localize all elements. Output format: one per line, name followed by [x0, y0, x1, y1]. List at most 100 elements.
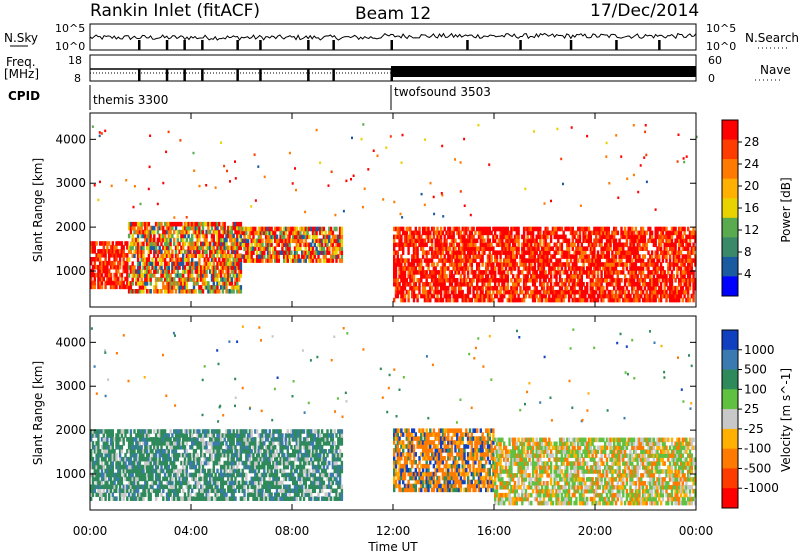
- heat-cell: [687, 266, 690, 271]
- heat-cell: [676, 230, 679, 236]
- heat-cell: [299, 238, 302, 244]
- heat-cell: [560, 293, 564, 299]
- heat-cell: [416, 254, 419, 259]
- heat-cell: [636, 278, 639, 283]
- heat-cell: [398, 262, 401, 267]
- heat-cell: [492, 270, 495, 275]
- heat-cell: [257, 230, 261, 236]
- heat-cell: [335, 258, 338, 263]
- heat-cell: [227, 225, 230, 231]
- heat-cell: [647, 226, 650, 232]
- heat-cell: [176, 480, 179, 486]
- heat-cell: [136, 229, 140, 235]
- heat-cell: [136, 460, 140, 466]
- heat-cell: [144, 472, 147, 478]
- heat-cell: [665, 250, 668, 255]
- heat-cell: [209, 285, 212, 290]
- heat-cell: [145, 229, 149, 235]
- heat-cell: [205, 456, 208, 462]
- heat-cell: [638, 234, 641, 240]
- heat-cell: [542, 250, 546, 255]
- heat-cell: [160, 492, 163, 497]
- heat-cell: [95, 476, 98, 482]
- heat-cell: [317, 258, 320, 263]
- heat-cell: [214, 269, 217, 274]
- heat-cell: [555, 262, 558, 267]
- heat-cell: [409, 282, 412, 287]
- heat-cell: [562, 297, 565, 303]
- heat-cell: [567, 250, 571, 255]
- heat-cell: [540, 234, 544, 240]
- heat-cell: [586, 238, 589, 244]
- heat-cell: [623, 293, 627, 299]
- heat-cell: [600, 230, 603, 236]
- heat-cell: [117, 241, 120, 246]
- heat-cell: [221, 229, 225, 235]
- heat-cell: [93, 257, 96, 262]
- heat-cell: [135, 441, 138, 446]
- heat-cell: [443, 242, 446, 248]
- heat-cell: [194, 468, 197, 474]
- heat-cell: [288, 238, 291, 244]
- heat-cell: [683, 230, 686, 236]
- heat-cell: [234, 273, 237, 278]
- heat-cell: [414, 270, 417, 275]
- heat-cell: [569, 293, 573, 299]
- heat-cell: [394, 250, 398, 255]
- heat-cell: [472, 226, 475, 232]
- heat-cell: [503, 278, 506, 283]
- heat-cell: [665, 278, 668, 283]
- heat-cell: [631, 297, 634, 303]
- heat-cell: [661, 226, 665, 232]
- heat-cell: [495, 254, 499, 259]
- heat-cell: [587, 274, 591, 279]
- heat-cell: [465, 258, 468, 263]
- heat-sparse-cell: [125, 179, 128, 182]
- heat-cell: [396, 282, 399, 287]
- heat-cell: [403, 238, 407, 244]
- heat-cell: [129, 488, 133, 494]
- heat-cell: [192, 225, 196, 231]
- heat-cell: [169, 289, 172, 294]
- heat-cell: [560, 250, 564, 255]
- heat-cell: [409, 278, 412, 283]
- heat-cell: [544, 278, 547, 283]
- heat-cell: [212, 245, 215, 251]
- heat-cell: [620, 285, 623, 291]
- heat-cell: [201, 273, 205, 278]
- heat-cell: [600, 278, 603, 283]
- heat-cell: [178, 273, 181, 278]
- heat-cell: [115, 452, 118, 458]
- heat-cell: [459, 246, 463, 251]
- heat-cell: [162, 437, 165, 442]
- heat-cell: [577, 250, 580, 255]
- heat-cell: [531, 293, 535, 299]
- heat-cell: [544, 254, 547, 259]
- heat-cell: [403, 274, 407, 279]
- heat-cell: [163, 245, 167, 251]
- heat-cell: [250, 246, 253, 251]
- heat-cell: [118, 484, 122, 490]
- heat-cell: [147, 452, 151, 458]
- heat-cell: [591, 282, 594, 287]
- heat-cell: [607, 258, 610, 263]
- heat-cell: [481, 242, 484, 248]
- heat-cell: [515, 238, 518, 244]
- heat-cell: [113, 257, 116, 262]
- heat-cell: [596, 270, 600, 275]
- heat-cell: [571, 254, 574, 259]
- heat-cell: [476, 238, 479, 244]
- heat-cell: [414, 246, 417, 251]
- heat-cell: [407, 282, 410, 287]
- heat-cell: [636, 289, 639, 295]
- heat-cell: [140, 285, 143, 290]
- heat-cell: [140, 484, 143, 490]
- heat-cell: [328, 250, 331, 255]
- heat-cell: [548, 289, 551, 295]
- heat-cell: [456, 250, 459, 255]
- heat-cell: [228, 289, 232, 294]
- heat-cell: [212, 221, 215, 227]
- heat-cell: [456, 266, 459, 271]
- heat-cell: [412, 230, 416, 236]
- heat-cell: [109, 488, 113, 494]
